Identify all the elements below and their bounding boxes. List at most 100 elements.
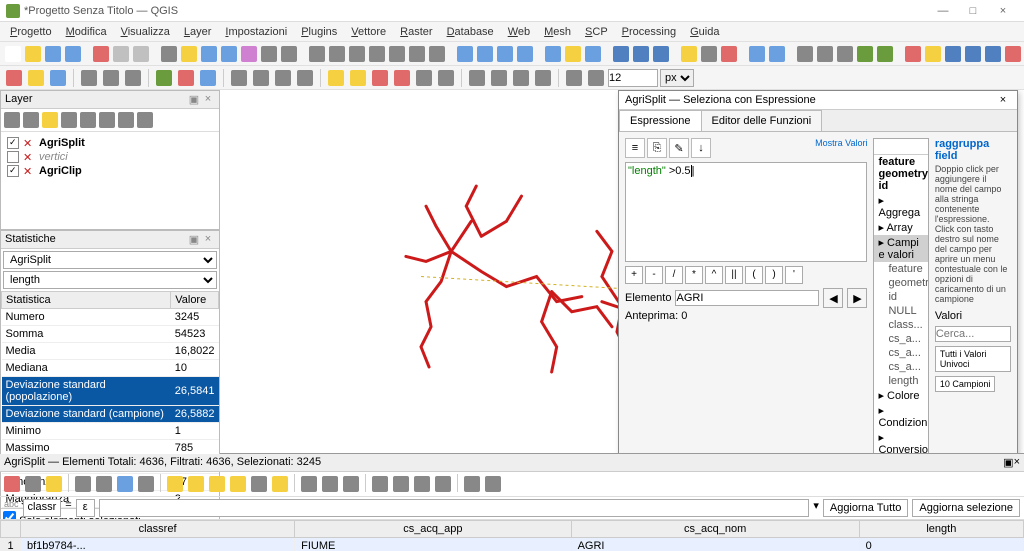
toolbar-icon[interactable] xyxy=(388,44,406,64)
toolbar-icon[interactable] xyxy=(160,44,178,64)
toolbar-icon[interactable] xyxy=(60,111,78,129)
function-group[interactable]: ▸ Campi e valori xyxy=(874,235,927,262)
toolbar-icon[interactable] xyxy=(229,68,249,88)
minimize-button[interactable]: — xyxy=(928,5,958,17)
operator-button[interactable]: ( xyxy=(745,266,763,284)
show-values-link[interactable]: Mostra Valori xyxy=(815,138,867,158)
prev-feature-icon[interactable]: ◀ xyxy=(823,288,843,308)
table-row[interactable]: 1bf1b9784-...FIUMEAGRI0 xyxy=(1,538,1024,551)
next-feature-icon[interactable]: ▶ xyxy=(847,288,867,308)
layer-checkbox[interactable] xyxy=(7,137,19,149)
toolbar-icon[interactable] xyxy=(101,68,121,88)
map-canvas[interactable]: AgriSplit — Seleziona con Espressione × … xyxy=(220,90,1024,453)
ten-samples-button[interactable]: 10 Campioni xyxy=(935,376,996,392)
panel-close-icon[interactable]: × xyxy=(1014,456,1020,469)
menu-visualizza[interactable]: Visualizza xyxy=(115,24,176,40)
toolbar-icon[interactable] xyxy=(392,68,412,88)
toolbar-icon[interactable] xyxy=(180,44,198,64)
toolbar-icon[interactable] xyxy=(117,111,135,129)
toolbar-icon[interactable] xyxy=(720,44,738,64)
toolbar-icon[interactable] xyxy=(186,474,206,494)
toolbar-icon[interactable] xyxy=(136,474,156,494)
toolbar-icon[interactable] xyxy=(489,68,509,88)
toolbar-icon[interactable] xyxy=(462,474,482,494)
toolbar-icon[interactable] xyxy=(348,68,368,88)
toolbar-icon[interactable] xyxy=(24,44,42,64)
operator-button[interactable]: + xyxy=(625,266,643,284)
toolbar-icon[interactable] xyxy=(79,111,97,129)
stats-row[interactable]: Media16,8022 xyxy=(2,343,219,360)
operator-button[interactable]: * xyxy=(685,266,703,284)
all-unique-values-button[interactable]: Tutti i Valori Univoci xyxy=(935,346,1011,372)
toolbar-icon[interactable] xyxy=(308,44,326,64)
menu-modifica[interactable]: Modifica xyxy=(60,24,113,40)
layer-checkbox[interactable] xyxy=(7,165,19,177)
toolbar-icon[interactable] xyxy=(4,68,24,88)
toolbar-icon[interactable] xyxy=(511,68,531,88)
toolbar-icon[interactable] xyxy=(1004,44,1022,64)
toolbar-icon[interactable] xyxy=(2,474,22,494)
function-field[interactable]: class... xyxy=(874,318,927,332)
toolbar-icon[interactable] xyxy=(198,68,218,88)
toolbar-icon[interactable] xyxy=(165,474,185,494)
operator-button[interactable]: || xyxy=(725,266,743,284)
toolbar-icon[interactable] xyxy=(984,44,1002,64)
toolbar-icon[interactable] xyxy=(123,68,143,88)
expr-tool-icon[interactable]: ✎ xyxy=(669,138,689,158)
toolbar-icon[interactable] xyxy=(260,44,278,64)
function-group[interactable]: ▸ Condizioni xyxy=(874,403,927,430)
toolbar-icon[interactable] xyxy=(796,44,814,64)
toolbar-icon[interactable] xyxy=(328,44,346,64)
toolbar-icon[interactable] xyxy=(240,44,258,64)
toolbar-icon[interactable] xyxy=(964,44,982,64)
toolbar-icon[interactable] xyxy=(207,474,227,494)
toolbar-icon[interactable] xyxy=(456,44,474,64)
filter-value-input[interactable] xyxy=(99,499,810,517)
toolbar-icon[interactable] xyxy=(64,44,82,64)
panel-undock-icon[interactable]: ▣ xyxy=(187,93,201,106)
update-selection-button[interactable]: Aggiorna selezione xyxy=(912,499,1020,517)
toolbar-icon[interactable] xyxy=(251,68,271,88)
toolbar-icon[interactable] xyxy=(154,68,174,88)
menu-plugins[interactable]: Plugins xyxy=(295,24,343,40)
toolbar-icon[interactable] xyxy=(476,44,494,64)
menu-mesh[interactable]: Mesh xyxy=(538,24,577,40)
menu-database[interactable]: Database xyxy=(441,24,500,40)
element-input[interactable] xyxy=(675,290,819,306)
toolbar-icon[interactable] xyxy=(295,68,315,88)
stats-row[interactable]: Minimo1 xyxy=(2,423,219,440)
toolbar-icon[interactable] xyxy=(326,68,346,88)
toolbar-icon[interactable] xyxy=(112,44,130,64)
operator-button[interactable]: ) xyxy=(765,266,783,284)
toolbar-icon[interactable] xyxy=(26,68,46,88)
zoom-unit-select[interactable]: px xyxy=(660,69,694,87)
filter-field-select[interactable]: classr xyxy=(23,499,62,517)
stats-field-select[interactable]: length xyxy=(3,271,217,289)
toolbar-icon[interactable] xyxy=(533,68,553,88)
toolbar-icon[interactable] xyxy=(412,474,432,494)
toolbar-icon[interactable] xyxy=(23,474,43,494)
toolbar-icon[interactable] xyxy=(564,68,584,88)
toolbar-icon[interactable] xyxy=(94,474,114,494)
stats-row[interactable]: Somma54523 xyxy=(2,326,219,343)
toolbar-icon[interactable] xyxy=(467,68,487,88)
stats-row[interactable]: Numero3245 xyxy=(2,309,219,326)
panel-close-icon[interactable]: × xyxy=(201,93,215,106)
function-group[interactable]: ▸ Aggrega xyxy=(874,193,927,220)
toolbar-icon[interactable] xyxy=(368,44,386,64)
stats-row[interactable]: Mediana10 xyxy=(2,360,219,377)
function-field[interactable]: NULL xyxy=(874,304,927,318)
menu-layer[interactable]: Layer xyxy=(178,24,218,40)
function-group[interactable]: ▸ Conversioni xyxy=(874,430,927,453)
menu-web[interactable]: Web xyxy=(502,24,536,40)
function-tree[interactable]: feature geometry id▸ Aggrega▸ Array▸ Cam… xyxy=(873,138,928,453)
toolbar-icon[interactable] xyxy=(428,44,446,64)
toolbar-icon[interactable] xyxy=(370,68,390,88)
operator-button[interactable]: ' xyxy=(785,266,803,284)
toolbar-icon[interactable] xyxy=(370,474,390,494)
toolbar-icon[interactable] xyxy=(436,68,456,88)
toolbar-icon[interactable] xyxy=(348,44,366,64)
menu-progetto[interactable]: Progetto xyxy=(4,24,58,40)
toolbar-icon[interactable] xyxy=(73,474,93,494)
tab-expression[interactable]: Espressione xyxy=(619,110,702,131)
